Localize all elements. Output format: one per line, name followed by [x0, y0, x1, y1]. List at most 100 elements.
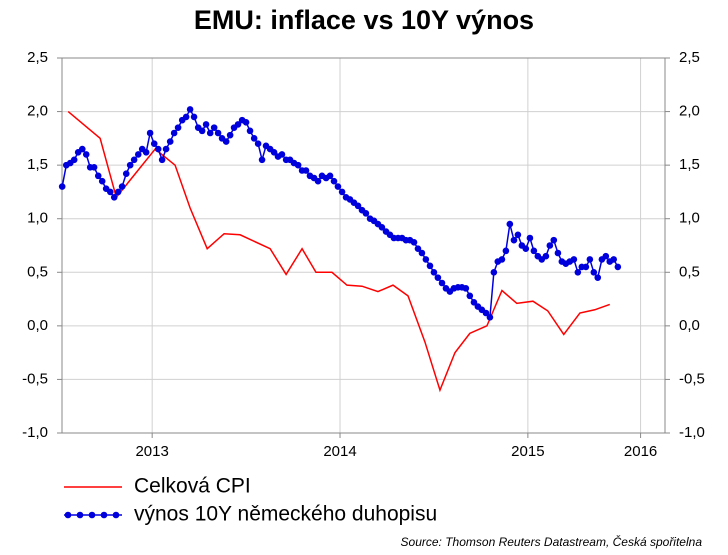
series-point	[142, 148, 150, 156]
y-tick-label: -0,5	[22, 370, 48, 387]
series-point	[330, 177, 338, 185]
series-point	[582, 263, 590, 271]
series-point	[338, 188, 346, 196]
series-point	[130, 156, 138, 164]
series-point	[58, 183, 66, 190]
series-point	[190, 113, 198, 121]
series-point	[542, 252, 550, 260]
series-point	[214, 129, 222, 137]
series-point	[114, 188, 122, 196]
series-point	[206, 129, 214, 137]
series-point	[98, 177, 106, 185]
x-tick-label: 2015	[511, 443, 544, 460]
x-tick-label: 2013	[135, 443, 168, 460]
series-point	[550, 236, 558, 244]
series-point	[574, 268, 582, 276]
series-point	[158, 156, 166, 164]
series-point	[250, 135, 258, 142]
x-tick-label: 2016	[624, 443, 657, 460]
series-point	[590, 268, 598, 276]
y2-tick-label: 0,0	[679, 317, 700, 334]
series-point	[602, 252, 610, 260]
legend-marker	[76, 511, 84, 519]
y-tick-label: 2,0	[27, 103, 48, 120]
series-point	[182, 113, 190, 121]
series-point	[210, 124, 218, 131]
series-point	[106, 188, 114, 196]
series-point	[614, 263, 622, 271]
series-point	[326, 172, 334, 180]
series-point	[146, 129, 154, 137]
series-point	[118, 183, 126, 190]
series-point	[438, 279, 446, 287]
series-point	[522, 245, 530, 253]
plot-frame	[61, 57, 666, 434]
legend-label: výnos 10Y německého duhopisu	[134, 503, 437, 526]
series-point	[126, 161, 134, 169]
series-point	[434, 274, 442, 281]
series-point	[378, 223, 386, 231]
series-point	[490, 268, 498, 276]
series-point	[530, 247, 538, 255]
series-point	[246, 127, 254, 135]
series-point	[90, 163, 98, 171]
y2-tick-label: 1,0	[679, 210, 700, 227]
series-point	[426, 262, 434, 270]
series-point	[82, 151, 90, 158]
series-point	[254, 140, 262, 148]
series-point	[610, 256, 618, 263]
legend-marker	[112, 511, 120, 519]
series-point	[410, 238, 418, 246]
series-point	[414, 245, 422, 253]
plot-area	[61, 57, 666, 434]
series-point	[150, 140, 158, 148]
series-point	[170, 129, 178, 137]
legend-marker	[88, 511, 96, 519]
series-point	[94, 172, 102, 180]
series-point	[546, 242, 554, 249]
y2-tick-label: -0,5	[679, 370, 705, 387]
series-point	[502, 247, 510, 255]
series-point	[78, 145, 86, 153]
series-point	[462, 285, 470, 292]
y-tick-label: 0,0	[27, 317, 48, 334]
y2-tick-label: 2,0	[679, 103, 700, 120]
series-point	[202, 121, 210, 128]
series-point	[554, 249, 562, 257]
series-point	[586, 256, 594, 263]
series-point	[242, 118, 250, 126]
series-point	[466, 292, 474, 300]
series-point	[498, 256, 506, 263]
series-point	[122, 170, 130, 178]
y-tick-label: -1,0	[22, 424, 48, 441]
y-tick-label: 1,5	[27, 156, 48, 173]
series-point	[362, 210, 370, 217]
legend-marker	[64, 511, 72, 519]
series-point	[110, 193, 118, 201]
series-point	[422, 256, 430, 263]
series-point	[594, 274, 602, 281]
y2-tick-label: 2,5	[679, 49, 700, 66]
source-note: Source: Thomson Reuters Datastream, Česk…	[401, 534, 703, 549]
series-point	[154, 145, 162, 153]
legend-marker	[100, 511, 108, 519]
series-point	[70, 156, 78, 164]
series-point	[482, 309, 490, 317]
series-point	[510, 236, 518, 244]
series-point	[162, 145, 170, 153]
legend-label: Celková CPI	[134, 475, 251, 498]
series-point	[186, 106, 194, 113]
y-tick-label: 1,0	[27, 210, 48, 227]
x-tick-label: 2014	[323, 443, 356, 460]
series-point	[570, 256, 578, 263]
series-point	[198, 127, 206, 135]
series-point	[314, 177, 322, 185]
series-point	[278, 151, 286, 158]
series-point	[294, 161, 302, 169]
y-tick-label: 0,5	[27, 263, 48, 280]
series-point	[514, 231, 522, 239]
series-point	[334, 183, 342, 190]
y2-tick-label: -1,0	[679, 424, 705, 441]
series-line	[67, 110, 611, 393]
